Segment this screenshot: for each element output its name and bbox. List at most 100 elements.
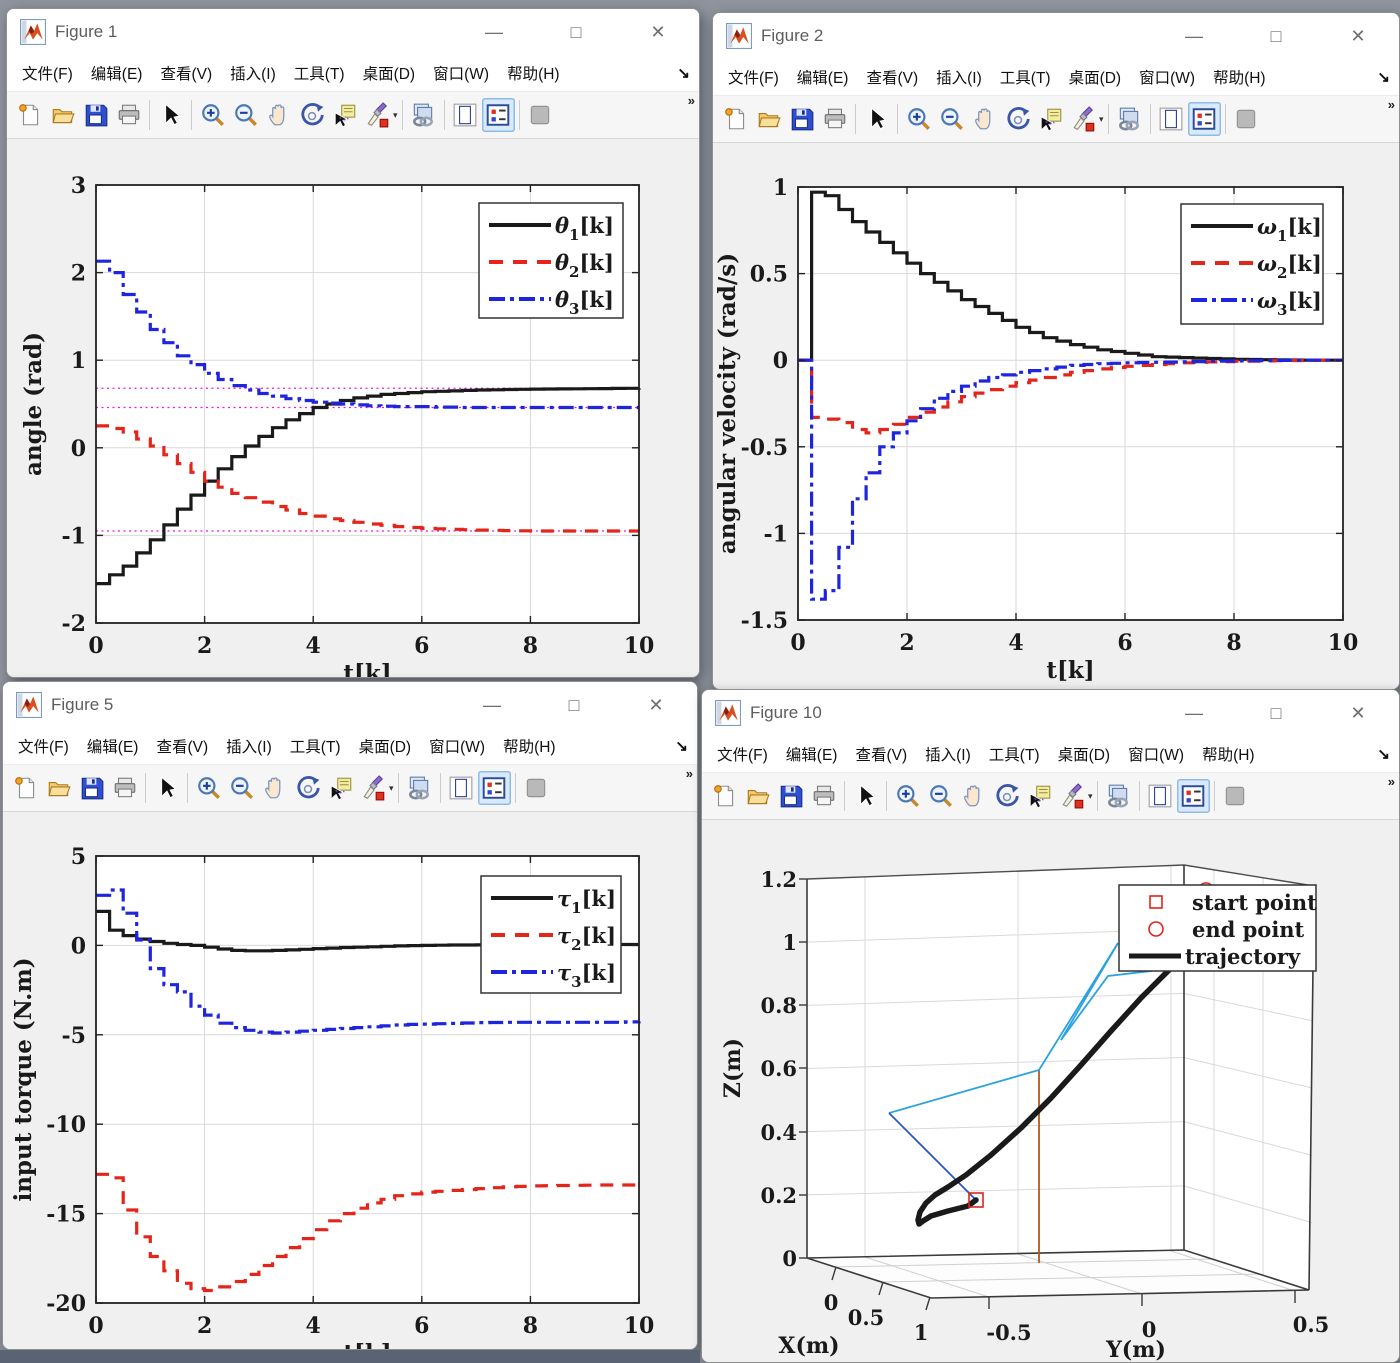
menu-item-insert[interactable]: 插入(I) bbox=[925, 747, 971, 764]
colorbar-button[interactable] bbox=[449, 98, 482, 132]
menu-item-edit[interactable]: 编辑(E) bbox=[785, 747, 838, 764]
insert-legend-button[interactable] bbox=[481, 98, 515, 132]
toolbar-overflow-chevron[interactable]: » bbox=[1387, 774, 1395, 789]
plot-tools-button[interactable] bbox=[520, 771, 553, 805]
toolbar-overflow-chevron[interactable]: » bbox=[687, 93, 695, 108]
colorbar-button[interactable] bbox=[445, 771, 478, 805]
menu-item-tools[interactable]: 工具(T) bbox=[988, 747, 1040, 764]
menu-item-file[interactable]: 文件(F) bbox=[22, 66, 73, 83]
rotate-3d-button[interactable] bbox=[1001, 102, 1034, 136]
open-folder-button[interactable] bbox=[46, 98, 79, 132]
menu-item-tools[interactable]: 工具(T) bbox=[289, 739, 341, 756]
save-button[interactable] bbox=[785, 102, 818, 136]
menu-item-file[interactable]: 文件(F) bbox=[18, 739, 69, 756]
open-folder-button[interactable] bbox=[42, 771, 75, 805]
dock-figure-arrow-icon[interactable]: ↘ bbox=[675, 738, 688, 755]
brush-button[interactable] bbox=[1067, 102, 1100, 136]
menu-item-desktop[interactable]: 桌面(D) bbox=[1057, 747, 1111, 764]
open-folder-button[interactable] bbox=[741, 779, 774, 813]
menu-item-view[interactable]: 查看(V) bbox=[855, 747, 908, 764]
menu-item-help[interactable]: 帮助(H) bbox=[1213, 70, 1266, 87]
menu-item-window[interactable]: 窗口(W) bbox=[1139, 70, 1196, 87]
link-plots-button[interactable] bbox=[1102, 779, 1135, 813]
maximize-button[interactable]: □ bbox=[568, 694, 580, 715]
new-document-button[interactable] bbox=[708, 779, 741, 813]
print-button[interactable] bbox=[818, 102, 851, 136]
menu-item-tools[interactable]: 工具(T) bbox=[999, 70, 1051, 87]
cursor-button[interactable] bbox=[150, 771, 183, 805]
minimize-button[interactable]: — bbox=[1185, 25, 1203, 46]
print-button[interactable] bbox=[108, 771, 141, 805]
data-cursor-button[interactable] bbox=[1034, 102, 1067, 136]
save-button[interactable] bbox=[79, 98, 112, 132]
menu-item-edit[interactable]: 编辑(E) bbox=[86, 739, 139, 756]
brush-button[interactable] bbox=[1056, 779, 1089, 813]
open-folder-button[interactable] bbox=[752, 102, 785, 136]
menu-item-view[interactable]: 查看(V) bbox=[160, 66, 213, 83]
link-plots-button[interactable] bbox=[407, 98, 440, 132]
new-document-button[interactable] bbox=[719, 102, 752, 136]
print-button[interactable] bbox=[112, 98, 145, 132]
insert-legend-button[interactable] bbox=[477, 771, 511, 805]
zoom-in-button[interactable] bbox=[196, 98, 229, 132]
plot-tools-button[interactable] bbox=[1219, 779, 1252, 813]
plot-tools-button[interactable] bbox=[1230, 102, 1263, 136]
close-button[interactable]: ✕ bbox=[650, 21, 666, 42]
menu-item-help[interactable]: 帮助(H) bbox=[507, 66, 560, 83]
brush-dropdown-caret-icon[interactable]: ▾ bbox=[393, 109, 398, 120]
rotate-3d-button[interactable] bbox=[295, 98, 328, 132]
colorbar-button[interactable] bbox=[1155, 102, 1188, 136]
menu-item-desktop[interactable]: 桌面(D) bbox=[358, 739, 412, 756]
dock-figure-arrow-icon[interactable]: ↘ bbox=[1377, 746, 1390, 763]
toolbar-overflow-chevron[interactable]: » bbox=[1387, 97, 1395, 112]
cursor-button[interactable] bbox=[849, 779, 882, 813]
minimize-button[interactable]: — bbox=[1185, 702, 1203, 723]
title-bar[interactable]: Figure 5 — □ ✕ bbox=[3, 682, 697, 728]
menu-item-window[interactable]: 窗口(W) bbox=[429, 739, 486, 756]
zoom-in-button[interactable] bbox=[192, 771, 225, 805]
plot-tools-button[interactable] bbox=[524, 98, 557, 132]
brush-dropdown-caret-icon[interactable]: ▾ bbox=[1099, 113, 1104, 124]
brush-button[interactable] bbox=[357, 771, 390, 805]
zoom-out-button[interactable] bbox=[935, 102, 968, 136]
link-plots-button[interactable] bbox=[403, 771, 436, 805]
close-button[interactable]: ✕ bbox=[648, 694, 664, 715]
brush-button[interactable] bbox=[361, 98, 394, 132]
rotate-3d-button[interactable] bbox=[291, 771, 324, 805]
data-cursor-button[interactable] bbox=[328, 98, 361, 132]
menu-item-insert[interactable]: 插入(I) bbox=[226, 739, 272, 756]
title-bar[interactable]: Figure 10 — □ ✕ bbox=[702, 690, 1399, 736]
new-document-button[interactable] bbox=[9, 771, 42, 805]
zoom-out-button[interactable] bbox=[924, 779, 957, 813]
dock-figure-arrow-icon[interactable]: ↘ bbox=[1377, 69, 1390, 86]
minimize-button[interactable]: — bbox=[485, 21, 503, 42]
print-button[interactable] bbox=[807, 779, 840, 813]
zoom-out-button[interactable] bbox=[225, 771, 258, 805]
brush-dropdown-caret-icon[interactable]: ▾ bbox=[389, 782, 394, 793]
rotate-3d-button[interactable] bbox=[990, 779, 1023, 813]
menu-item-insert[interactable]: 插入(I) bbox=[230, 66, 276, 83]
zoom-in-button[interactable] bbox=[902, 102, 935, 136]
pan-button[interactable] bbox=[258, 771, 291, 805]
cursor-button[interactable] bbox=[154, 98, 187, 132]
colorbar-button[interactable] bbox=[1144, 779, 1177, 813]
menu-item-view[interactable]: 查看(V) bbox=[156, 739, 209, 756]
maximize-button[interactable]: □ bbox=[1270, 25, 1282, 46]
menu-item-tools[interactable]: 工具(T) bbox=[293, 66, 345, 83]
insert-legend-button[interactable] bbox=[1176, 779, 1210, 813]
menu-item-insert[interactable]: 插入(I) bbox=[936, 70, 982, 87]
brush-dropdown-caret-icon[interactable]: ▾ bbox=[1088, 790, 1093, 801]
menu-item-view[interactable]: 查看(V) bbox=[866, 70, 919, 87]
close-button[interactable]: ✕ bbox=[1350, 702, 1366, 723]
close-button[interactable]: ✕ bbox=[1350, 25, 1366, 46]
menu-item-help[interactable]: 帮助(H) bbox=[503, 739, 556, 756]
pan-button[interactable] bbox=[262, 98, 295, 132]
toolbar-overflow-chevron[interactable]: » bbox=[685, 766, 693, 781]
dock-figure-arrow-icon[interactable]: ↘ bbox=[677, 65, 690, 82]
maximize-button[interactable]: □ bbox=[570, 21, 582, 42]
menu-item-file[interactable]: 文件(F) bbox=[728, 70, 779, 87]
menu-item-desktop[interactable]: 桌面(D) bbox=[362, 66, 416, 83]
zoom-in-button[interactable] bbox=[891, 779, 924, 813]
menu-item-file[interactable]: 文件(F) bbox=[717, 747, 768, 764]
link-plots-button[interactable] bbox=[1113, 102, 1146, 136]
